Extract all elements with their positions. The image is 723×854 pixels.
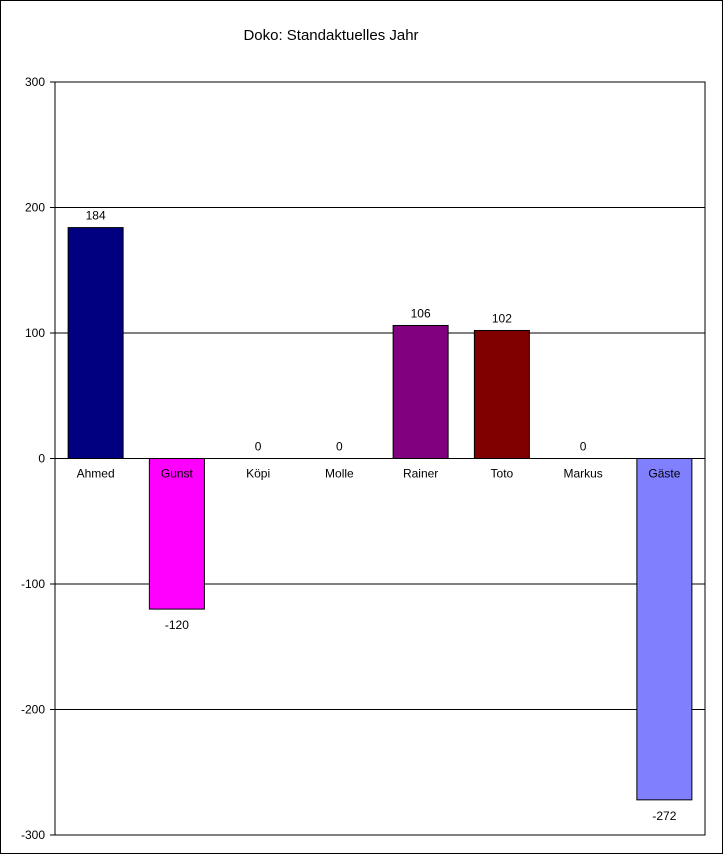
category-label: Gunst xyxy=(161,467,194,481)
y-tick-label: 100 xyxy=(25,326,45,340)
category-label: Markus xyxy=(563,467,602,481)
data-label: -120 xyxy=(165,618,189,632)
category-label: Molle xyxy=(325,467,354,481)
category-label: Köpi xyxy=(246,467,270,481)
y-tick-label: 200 xyxy=(25,201,45,215)
y-tick-label: 300 xyxy=(25,75,45,89)
data-label: 106 xyxy=(411,306,431,320)
data-label: -272 xyxy=(652,809,676,823)
data-label: 0 xyxy=(336,440,343,454)
bar-ahmed xyxy=(67,227,124,459)
y-tick-label: 0 xyxy=(38,452,45,466)
data-label: 0 xyxy=(580,440,587,454)
data-labels: 184 -120 0 0 106 102 0 -272 xyxy=(86,209,677,823)
category-label: Gäste xyxy=(648,467,680,481)
category-label: Toto xyxy=(491,467,514,481)
y-axis-ticks: 300 200 100 0 -100 -200 -300 xyxy=(21,75,55,842)
data-label: 0 xyxy=(255,440,262,454)
data-label: 102 xyxy=(492,311,512,325)
y-tick-label: -100 xyxy=(21,577,45,591)
chart-title: Doko: Standaktuelles Jahr xyxy=(243,27,418,44)
bar-toto xyxy=(473,329,530,459)
category-label: Rainer xyxy=(403,467,438,481)
bar-gäste xyxy=(636,458,693,801)
bar-gunst xyxy=(148,458,205,610)
category-labels: Ahmed Gunst Köpi Molle Rainer Toto Markus Gäste xyxy=(77,467,681,481)
bar-rainer xyxy=(392,324,449,459)
data-label: 184 xyxy=(86,209,106,223)
y-tick-label: -200 xyxy=(21,703,45,717)
category-label: Ahmed xyxy=(77,467,115,481)
y-tick-label: -300 xyxy=(21,828,45,842)
